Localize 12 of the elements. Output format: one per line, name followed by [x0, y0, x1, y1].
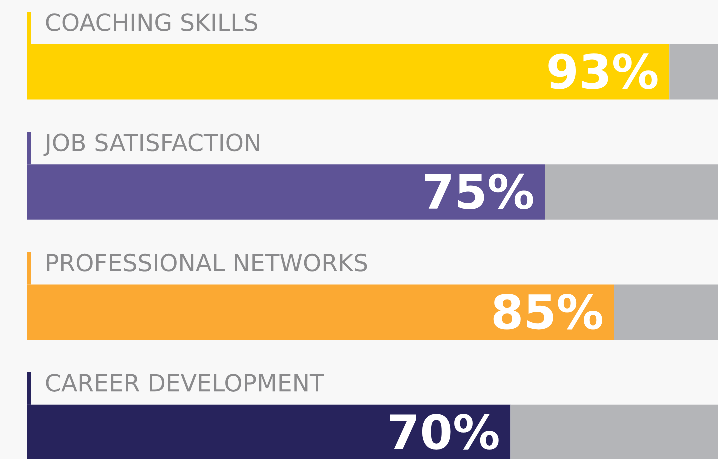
data-label: 93%	[548, 54, 658, 90]
y-tick-label: CAREER DEVELOPMENT	[46, 374, 324, 392]
bar	[545, 164, 718, 220]
y-tick-label: JOB SATISFACTION	[44, 134, 260, 156]
y-tick-label: PROFESSIONAL NETWORKS	[47, 254, 368, 272]
y-tick-label: COACHING SKILLS	[46, 14, 258, 32]
data-label: 75%	[425, 174, 534, 210]
data-label: 85%	[494, 294, 602, 330]
bar	[614, 284, 718, 340]
bar	[510, 404, 718, 459]
data-label: 70%	[390, 414, 499, 450]
bar	[670, 44, 718, 100]
